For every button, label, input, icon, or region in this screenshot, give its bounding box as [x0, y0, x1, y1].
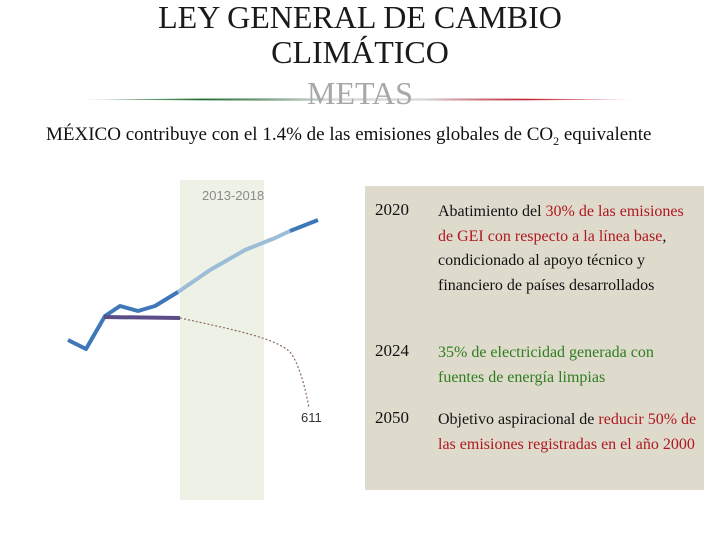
- goal-description: Objetivo aspiracional de reducir 50% de …: [438, 408, 698, 457]
- flag-gradient-divider: [80, 98, 636, 101]
- goal-text-highlight: reducir 50% de las emisiones registradas…: [438, 411, 697, 453]
- mitigation-pathway-dotted: [179, 317, 310, 409]
- period-label: 2013-2018: [202, 188, 265, 203]
- subtitle: MÉXICO contribuye con el 1.4% de las emi…: [46, 124, 651, 149]
- page-title-line-3: METAS: [307, 75, 413, 111]
- subtitle-text: MÉXICO contribuye con el 1.4% de las emi…: [46, 124, 554, 145]
- goal-text: Objetivo aspiracional de: [438, 411, 599, 428]
- stable-emissions-line: [103, 315, 181, 320]
- goal-description: Abatimiento del 30% de las emisiones de …: [438, 200, 698, 298]
- period-band: [180, 180, 264, 500]
- goal-text-highlight: 35% de electricidad generada con fuentes…: [438, 344, 654, 386]
- goal-text: , condicionado al apoyo técnico y financ…: [438, 227, 667, 294]
- goal-text: Abatimiento del: [438, 203, 546, 220]
- goals-panel: 2020 Abatimiento del 30% de las emisione…: [365, 186, 704, 490]
- baseline-projection-line: [176, 229, 291, 294]
- emission-marker-label: 611: [301, 410, 322, 425]
- page-title-line-2: CLIMÁTICO: [271, 34, 449, 70]
- subtitle-suffix: equivalente: [559, 124, 652, 145]
- goal-year: 2050: [375, 408, 409, 427]
- historical-emissions-line: [67, 290, 180, 351]
- goal-year: 2024: [375, 341, 409, 360]
- page-title-line-1: LEY GENERAL DE CAMBIO: [158, 0, 562, 35]
- goal-year: 2020: [375, 200, 409, 219]
- goal-text-highlight: 30% de las emisiones de GEI con respecto…: [438, 203, 684, 245]
- subtitle-subscript: 2: [553, 133, 560, 148]
- goal-description: 35% de electricidad generada con fuentes…: [438, 341, 698, 390]
- baseline-projection-line-end: [289, 218, 319, 233]
